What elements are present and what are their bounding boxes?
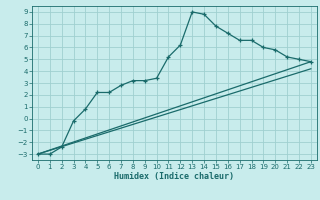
X-axis label: Humidex (Indice chaleur): Humidex (Indice chaleur) <box>115 172 234 181</box>
